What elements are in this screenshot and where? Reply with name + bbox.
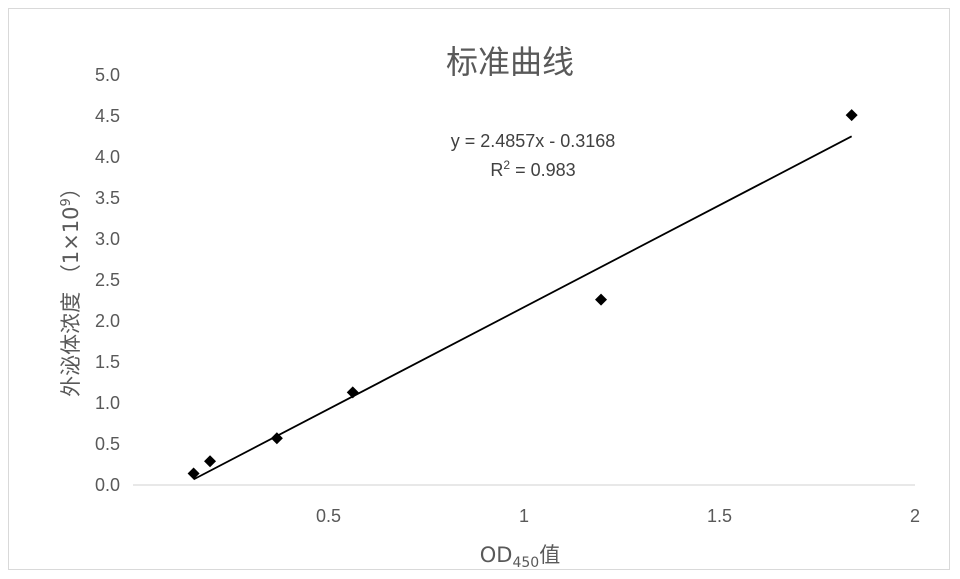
y-tick-label: 3.0 (95, 229, 120, 249)
data-points (187, 109, 858, 480)
x-tick-label: 0.5 (316, 506, 341, 526)
y-axis: 0.0 0.5 1.0 1.5 2.0 2.5 3.0 3.5 4.0 4.5 5.0 (95, 65, 120, 495)
x-tick-label: 1 (519, 506, 529, 526)
trendline-equation: y = 2.4857x - 0.3168 (451, 131, 616, 151)
x-tick-label: 1.5 (707, 506, 732, 526)
y-tick-label: 3.5 (95, 188, 120, 208)
x-axis-title: OD450值 (480, 543, 560, 571)
data-point-diamond (595, 293, 608, 306)
data-point-diamond (187, 467, 200, 480)
y-axis-title: 外泌体浓度 （1×109） (59, 177, 83, 397)
r-squared-label: R2 = 0.983 (490, 158, 575, 180)
y-tick-label: 5.0 (95, 65, 120, 85)
y-tick-label: 4.5 (95, 106, 120, 126)
x-tick-label: 2 (910, 506, 920, 526)
data-point-diamond (346, 386, 359, 399)
y-tick-label: 0.5 (95, 434, 120, 454)
x-axis: 0.5 1 1.5 2 (316, 506, 920, 526)
y-tick-label: 4.0 (95, 147, 120, 167)
y-tick-label: 0.0 (95, 475, 120, 495)
trendline-group (193, 135, 853, 481)
data-point-diamond (204, 455, 217, 468)
y-tick-label: 2.0 (95, 311, 120, 331)
y-tick-label: 2.5 (95, 270, 120, 290)
y-tick-label: 1.5 (95, 352, 120, 372)
data-point-diamond (845, 109, 858, 122)
data-point-diamond (270, 432, 283, 445)
trendline (193, 135, 853, 481)
chart-frame (8, 8, 950, 570)
chart-title: 标准曲线 (446, 43, 574, 81)
y-tick-label: 1.0 (95, 393, 120, 413)
